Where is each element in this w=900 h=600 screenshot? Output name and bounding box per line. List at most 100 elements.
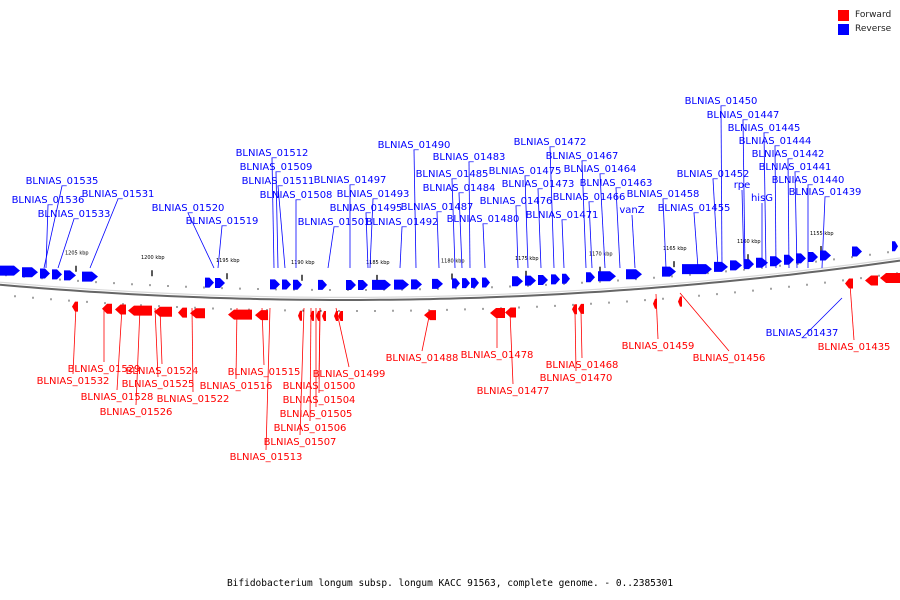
- legend-label-reverse: Reverse: [855, 24, 892, 34]
- reverse-gene-arrow: [205, 277, 214, 288]
- reverse-gene-arrow: [394, 279, 409, 290]
- gene-leader-line: [271, 157, 275, 269]
- reverse-gene-arrow: [346, 279, 356, 290]
- gene-label: BLNIAS_01497: [314, 175, 387, 186]
- gene-label: BLNIAS_01445: [728, 123, 801, 134]
- gene-label: BLNIAS_01529: [68, 364, 141, 375]
- forward-gene-arrow: [505, 307, 516, 318]
- gene-label: BLNIAS_01464: [564, 164, 637, 175]
- forward-gene-arrow: [572, 304, 577, 315]
- gene-label: BLNIAS_01444: [739, 136, 812, 147]
- gene-leader-line: [615, 187, 621, 269]
- gene-leader-line: [265, 307, 271, 451]
- gene-leader-line: [549, 146, 555, 269]
- reverse-gene-arrow: [852, 246, 862, 257]
- gene-label: BLNIAS_01452: [677, 169, 750, 180]
- forward-gene-arrow: [72, 301, 78, 312]
- reverse-gene-arrow: [538, 274, 548, 285]
- gene-label: hisG: [751, 193, 773, 204]
- reverse-gene-arrow: [598, 271, 616, 282]
- reverse-gene-arrow: [586, 272, 595, 283]
- gene-leader-line: [849, 283, 855, 341]
- gene-leader-line: [655, 293, 659, 340]
- legend: Forward Reverse: [838, 8, 891, 36]
- gene-leader-line: [741, 189, 745, 269]
- gene-leader-line: [116, 307, 123, 391]
- gene-label: BLNIAS_01531: [82, 189, 155, 200]
- reverse-gene-arrow: [372, 279, 391, 290]
- reverse-gene-arrow: [452, 278, 460, 289]
- gene-label: BLNIAS_01439: [789, 187, 862, 198]
- gene-leader-line: [89, 198, 119, 269]
- gene-label: BLNIAS_01500: [283, 381, 356, 392]
- gene-label: BLNIAS_01472: [514, 137, 587, 148]
- gene-leader-line: [581, 160, 587, 269]
- gene-leader-line: [365, 212, 369, 269]
- reverse-gene-arrow: [282, 279, 291, 290]
- gene-labels: BLNIAS_01535 BLNIAS_01536 BLNIAS_01533 BLNI…: [12, 96, 891, 463]
- kbp-tick-label: 1190 kbp: [291, 260, 315, 266]
- reverse-gene-arrow: [270, 279, 280, 290]
- reverse-gene-arrow: [40, 268, 50, 279]
- forward-gene-arrow: [154, 306, 172, 317]
- gene-label: BLNIAS_01519: [186, 216, 259, 227]
- kbp-tick-label: 1170 kbp: [589, 252, 613, 258]
- reverse-gene-arrow: [796, 253, 806, 264]
- gene-label: BLNIAS_01516: [200, 381, 273, 392]
- gene-label: BLNIAS_01440: [772, 175, 845, 186]
- forward-swatch: [838, 9, 849, 21]
- gene-label: BLNIAS_01515: [228, 367, 301, 378]
- reverse-gene-arrow: [820, 250, 831, 261]
- reverse-gene-arrow: [471, 277, 479, 288]
- gene-label: BLNIAS_01442: [752, 149, 825, 160]
- gene-leader-line: [277, 185, 286, 269]
- gene-leader-line: [191, 307, 194, 393]
- gene-leader-line: [299, 307, 305, 436]
- kbp-tick-label: 1200 kbp: [141, 255, 165, 261]
- gene-label: BLNIAS_01487: [401, 202, 474, 213]
- forward-gene-arrow: [298, 310, 302, 321]
- gene-label: BLNIAS_01536: [12, 195, 85, 206]
- gene-features: [0, 241, 900, 321]
- gene-label: BLNIAS_01475: [489, 166, 562, 177]
- gene-label: BLNIAS_01473: [502, 179, 575, 190]
- reverse-gene-arrow: [482, 277, 490, 288]
- gene-label: BLNIAS_01476: [480, 196, 553, 207]
- gene-label: BLNIAS_01499: [313, 369, 386, 380]
- gene-label: BLNIAS_01492: [366, 217, 439, 228]
- gene-label: BLNIAS_01508: [260, 190, 333, 201]
- gene-leader-line: [763, 132, 767, 269]
- legend-label-forward: Forward: [855, 10, 892, 20]
- gene-leader-line: [742, 119, 746, 269]
- gene-label: BLNIAS_01528: [81, 392, 154, 403]
- gene-leader-line: [524, 175, 529, 269]
- gene-label: BLNIAS_01522: [157, 394, 230, 405]
- gene-leader-line: [413, 149, 417, 269]
- forward-gene-arrow: [490, 308, 505, 319]
- reverse-gene-arrow: [662, 266, 676, 277]
- gene-label: BLNIAS_01470: [540, 373, 613, 384]
- gene-leader-line: [537, 188, 542, 269]
- gene-label: BLNIAS_01437: [766, 328, 839, 339]
- gene-leader-line: [801, 297, 843, 339]
- gene-leader-line: [787, 158, 790, 269]
- chromosome-highlight: [0, 257, 900, 298]
- gene-label: BLNIAS_01509: [240, 162, 313, 173]
- reverse-gene-arrow: [626, 269, 642, 280]
- gene-leader-line: [561, 219, 565, 269]
- gene-leader-line: [580, 311, 583, 359]
- reverse-gene-arrow: [52, 269, 62, 280]
- reverse-gene-arrow: [562, 273, 570, 284]
- forward-gene-arrow: [424, 310, 436, 321]
- forward-gene-arrow: [322, 310, 326, 321]
- reverse-gene-arrow: [551, 274, 560, 285]
- gene-label: BLNIAS_01466: [553, 192, 626, 203]
- reverse-gene-arrow: [512, 276, 523, 287]
- forward-gene-arrow: [178, 307, 187, 318]
- forward-gene-arrow: [255, 310, 268, 321]
- reverse-gene-arrow: [714, 261, 728, 272]
- gene-leader-line: [57, 218, 75, 269]
- gene-leader-line: [451, 178, 456, 269]
- gene-label: BLNIAS_01483: [433, 152, 506, 163]
- gene-leader-line: [794, 171, 798, 269]
